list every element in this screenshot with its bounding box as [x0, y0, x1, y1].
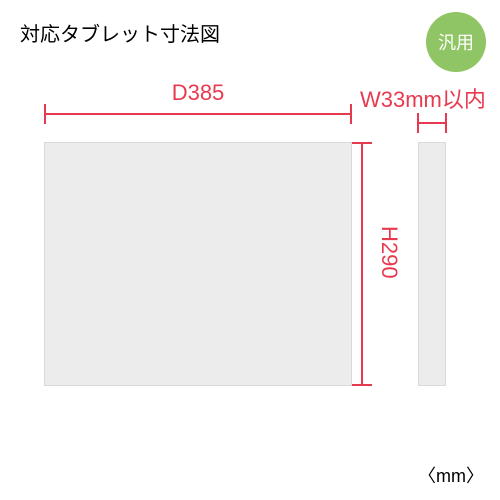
dimension-w-ticks-svg — [416, 111, 448, 135]
tablet-front-rect — [44, 142, 352, 386]
diagram-stage: D385 H290 W33mm以内 — [0, 88, 500, 468]
tablet-side-rect — [418, 142, 446, 386]
badge-text: 汎用 — [438, 29, 474, 55]
page-title: 対応タブレット寸法図 — [20, 18, 220, 47]
unit-label: 〈mm〉 — [418, 462, 484, 488]
dimension-d-label: D385 — [44, 80, 352, 106]
dimension-h — [348, 142, 376, 386]
dimension-h-line — [348, 142, 376, 386]
generic-badge: 汎用 — [426, 12, 486, 72]
dimension-h-label: H290 — [376, 226, 402, 279]
dimension-w-ticks — [416, 111, 448, 135]
dimension-w-label: W33mm以内 — [360, 82, 486, 114]
